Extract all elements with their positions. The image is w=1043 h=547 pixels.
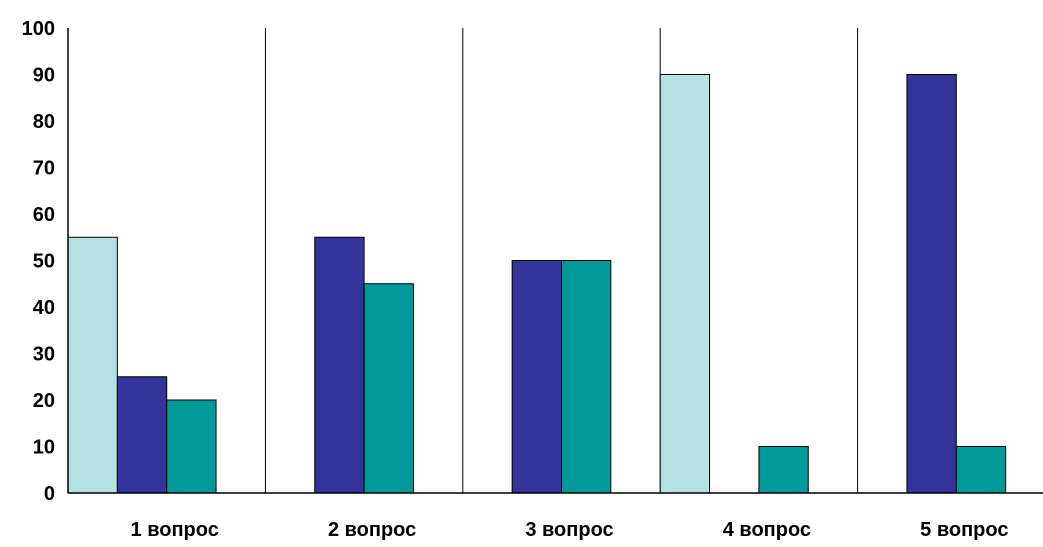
y-tick-label: 0	[44, 483, 55, 505]
x-category-label: 4 вопрос	[723, 519, 811, 541]
y-tick-label: 30	[33, 344, 55, 366]
y-tick-label: 20	[33, 390, 55, 412]
y-tick-label: 90	[33, 65, 55, 87]
bar	[906, 74, 957, 494]
y-axis-ticks: 0 10 20 30 40 50 60 70 80 90 100	[22, 18, 55, 505]
y-tick-label: 10	[33, 437, 55, 459]
bar	[363, 283, 414, 494]
bar	[166, 399, 217, 494]
bars	[67, 74, 1007, 494]
bar	[561, 260, 612, 494]
bar	[659, 74, 711, 494]
x-category-label: 3 вопрос	[525, 519, 613, 541]
x-category-label: 1 вопрос	[131, 519, 219, 541]
y-tick-label: 70	[33, 158, 55, 180]
bar	[758, 446, 809, 494]
x-category-label: 2 вопрос	[328, 519, 416, 541]
bar	[511, 260, 563, 494]
category-labels: 1 вопрос 2 вопрос 3 вопрос 4 вопрос 5 вопрос	[131, 519, 1009, 541]
y-tick-label: 50	[33, 251, 55, 273]
bar	[116, 376, 168, 494]
x-category-label: 5 вопрос	[920, 519, 1008, 541]
bar	[314, 236, 365, 494]
y-tick-label: 100	[22, 18, 55, 40]
axes	[67, 28, 1043, 494]
bar	[67, 236, 118, 494]
y-tick-label: 80	[33, 111, 55, 133]
y-tick-label: 60	[33, 204, 55, 226]
bar	[955, 446, 1007, 494]
y-tick-label: 40	[33, 297, 55, 319]
